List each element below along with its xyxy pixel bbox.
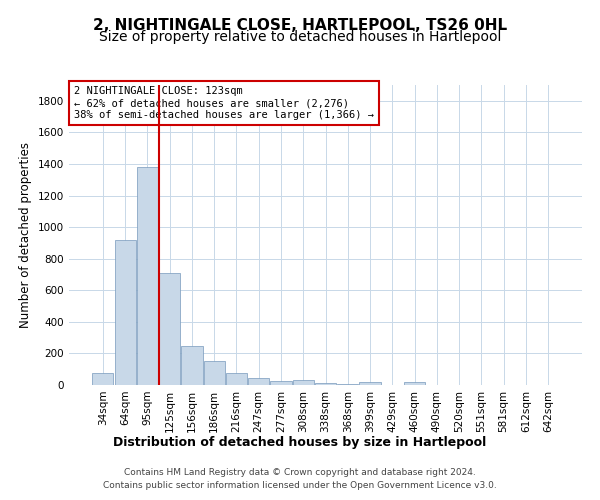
Y-axis label: Number of detached properties: Number of detached properties	[19, 142, 32, 328]
Bar	[293, 380, 314, 385]
Bar	[337, 384, 358, 385]
Text: Contains HM Land Registry data © Crown copyright and database right 2024.: Contains HM Land Registry data © Crown c…	[124, 468, 476, 477]
Text: 2, NIGHTINGALE CLOSE, HARTLEPOOL, TS26 0HL: 2, NIGHTINGALE CLOSE, HARTLEPOOL, TS26 0…	[93, 18, 507, 32]
Bar	[137, 167, 158, 385]
Bar	[359, 382, 380, 385]
Text: 2 NIGHTINGALE CLOSE: 123sqm
← 62% of detached houses are smaller (2,276)
38% of : 2 NIGHTINGALE CLOSE: 123sqm ← 62% of det…	[74, 86, 374, 120]
Bar	[92, 373, 113, 385]
Text: Size of property relative to detached houses in Hartlepool: Size of property relative to detached ho…	[99, 30, 501, 44]
Bar	[404, 382, 425, 385]
Bar	[226, 373, 247, 385]
Text: Contains public sector information licensed under the Open Government Licence v3: Contains public sector information licen…	[103, 480, 497, 490]
Bar	[181, 346, 203, 385]
Bar	[315, 384, 336, 385]
Bar	[159, 273, 180, 385]
Bar	[203, 362, 225, 385]
Bar	[271, 380, 292, 385]
Text: Distribution of detached houses by size in Hartlepool: Distribution of detached houses by size …	[113, 436, 487, 449]
Bar	[248, 378, 269, 385]
Bar	[115, 240, 136, 385]
